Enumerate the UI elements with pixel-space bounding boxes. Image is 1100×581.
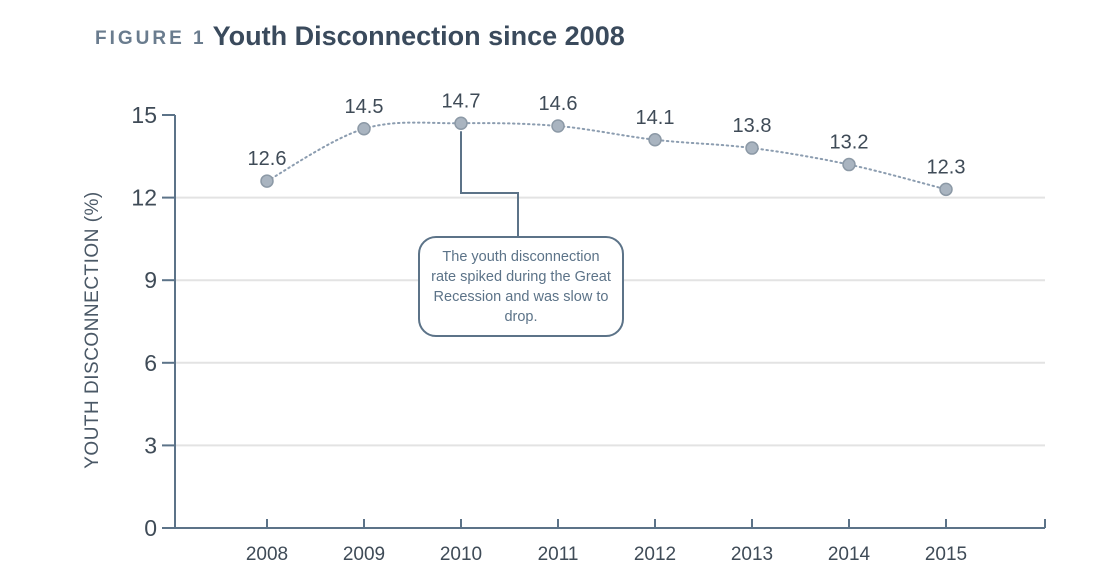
data-point [551,119,565,133]
figure-title: FIGURE 1 Youth Disconnection since 2008 [95,16,625,53]
x-tick-label: 2008 [246,544,288,565]
y-tick-label: 15 [131,102,157,128]
data-point [939,182,953,197]
data-point [745,141,759,155]
annotation-leader-line [460,131,519,237]
data-label: 14.5 [345,96,384,118]
data-point [842,157,856,172]
figure-name: Youth Disconnection since 2008 [212,21,625,51]
x-tick-label: 2011 [538,544,579,565]
x-tick-label: 2015 [925,544,967,565]
y-tick-label: 0 [144,515,157,541]
y-tick-label: 9 [144,267,157,293]
data-point [648,133,662,147]
figure-label: FIGURE 1 [95,28,207,49]
y-tick-label: 12 [131,185,157,211]
y-tick-label: 3 [144,432,157,458]
annotation-callout: The youth disconnection rate spiked duri… [418,236,624,337]
data-label: 12.6 [248,148,287,170]
x-tick-label: 2010 [440,544,482,565]
data-label: 13.8 [733,115,772,137]
data-point [454,116,468,131]
data-label: 13.2 [830,132,869,154]
x-tick-label: 2013 [731,544,773,565]
data-label: 14.1 [636,107,675,129]
data-label: 14.6 [539,93,578,115]
data-label: 12.3 [927,156,966,178]
x-tick-label: 2012 [634,544,676,565]
data-point [357,122,371,136]
y-axis-title: YOUTH DISCONNECTION (%) [82,191,103,469]
y-tick-label: 6 [144,350,157,376]
data-point [260,174,274,188]
x-tick-label: 2009 [343,544,385,565]
data-label: 14.7 [442,90,481,112]
x-tick-label: 2014 [828,544,871,565]
